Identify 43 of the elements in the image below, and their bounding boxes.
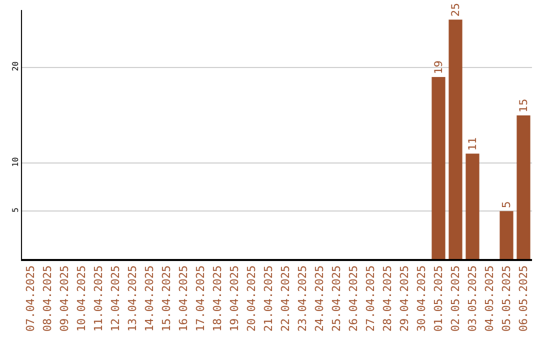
x-tick-label: 09.04.2025	[58, 265, 72, 332]
x-tick-label: 27.04.2025	[364, 265, 378, 332]
x-tick-label: 03.05.2025	[466, 265, 480, 332]
y-tick-label: 20	[10, 61, 20, 72]
x-tick-label: 07.04.2025	[24, 265, 38, 332]
data-label: 11	[466, 137, 479, 151]
x-tick-label: 18.04.2025	[211, 265, 224, 332]
data-label: 25	[448, 2, 462, 17]
bar	[500, 211, 514, 259]
x-tick-label: 01.05.2025	[432, 265, 446, 332]
x-tick-label: 30.04.2025	[415, 265, 428, 332]
x-tick-label: 16.04.2025	[177, 265, 190, 332]
x-tick-label: 25.04.2025	[330, 265, 344, 332]
data-label: 5	[500, 201, 513, 208]
x-tick-label: 04.05.2025	[483, 265, 496, 332]
x-tick-label: 19.04.2025	[228, 265, 242, 332]
x-tick-label: 02.05.2025	[449, 265, 462, 332]
x-tick-label: 22.04.2025	[279, 265, 292, 332]
bar	[432, 77, 446, 259]
y-tick-label: 5	[10, 207, 20, 212]
x-tick-label: 15.04.2025	[160, 265, 174, 332]
x-tick-label: 10.04.2025	[75, 265, 88, 332]
bar	[466, 154, 480, 259]
x-tick-label: 12.04.2025	[109, 265, 122, 332]
x-tick-label: 06.05.2025	[517, 265, 530, 332]
x-tick-label: 13.04.2025	[126, 265, 140, 332]
x-tick-label: 24.04.2025	[313, 265, 326, 332]
bar	[448, 20, 462, 259]
x-tick-label: 05.05.2025	[500, 265, 514, 332]
bar	[516, 115, 530, 259]
x-tick-label: 11.04.2025	[92, 265, 106, 332]
x-tick-label: 26.04.2025	[347, 265, 360, 332]
x-tick-label: 23.04.2025	[296, 265, 310, 332]
x-tick-label: 08.04.2025	[41, 265, 54, 332]
data-label: 19	[432, 60, 445, 74]
y-tick-label: 10	[10, 157, 20, 167]
x-tick-label: 28.04.2025	[381, 265, 394, 332]
data-label: 15	[516, 98, 530, 112]
x-tick-label: 14.04.2025	[143, 265, 156, 332]
x-tick-label: 21.04.2025	[262, 265, 276, 332]
x-tick-label: 29.04.2025	[398, 265, 412, 332]
x-tick-label: 20.04.2025	[245, 265, 258, 332]
x-tick-label: 17.04.2025	[194, 265, 208, 332]
